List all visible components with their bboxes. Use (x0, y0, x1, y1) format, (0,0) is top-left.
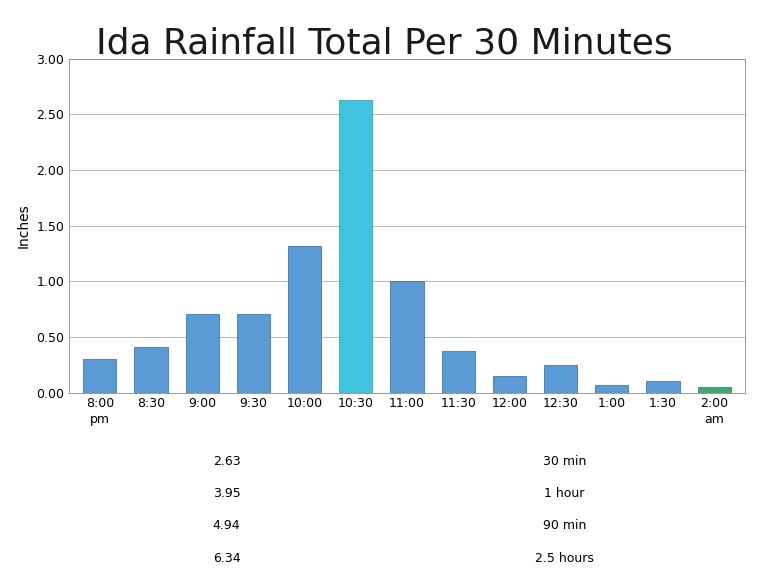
Bar (697, 387, 731, 393)
Y-axis label: Inches: Inches (17, 203, 31, 248)
Text: 4.94: 4.94 (213, 519, 240, 533)
Text: 3.95: 3.95 (213, 487, 240, 500)
Bar (647, 381, 680, 393)
Text: 2.5 hours: 2.5 hours (535, 551, 594, 565)
Text: 30 min: 30 min (543, 455, 586, 468)
Text: Inches of Accumulation: Inches of Accumulation (145, 423, 308, 436)
Text: 1 hour: 1 hour (545, 487, 584, 500)
Bar (83, 359, 117, 393)
Bar (544, 364, 578, 393)
Text: 6.34: 6.34 (213, 551, 240, 565)
Bar (595, 385, 628, 393)
Text: Ida Rainfall Total Per 30 Minutes: Ida Rainfall Total Per 30 Minutes (96, 26, 672, 60)
Bar (493, 376, 526, 393)
Bar (339, 100, 372, 393)
Text: Period of Time: Period of Time (513, 423, 616, 436)
Bar (442, 352, 475, 393)
Text: 2.63: 2.63 (213, 455, 240, 468)
Bar (237, 314, 270, 393)
Bar (186, 314, 219, 393)
Bar (134, 347, 167, 393)
Bar (288, 246, 321, 393)
Bar (390, 281, 424, 393)
Text: 90 min: 90 min (543, 519, 586, 533)
